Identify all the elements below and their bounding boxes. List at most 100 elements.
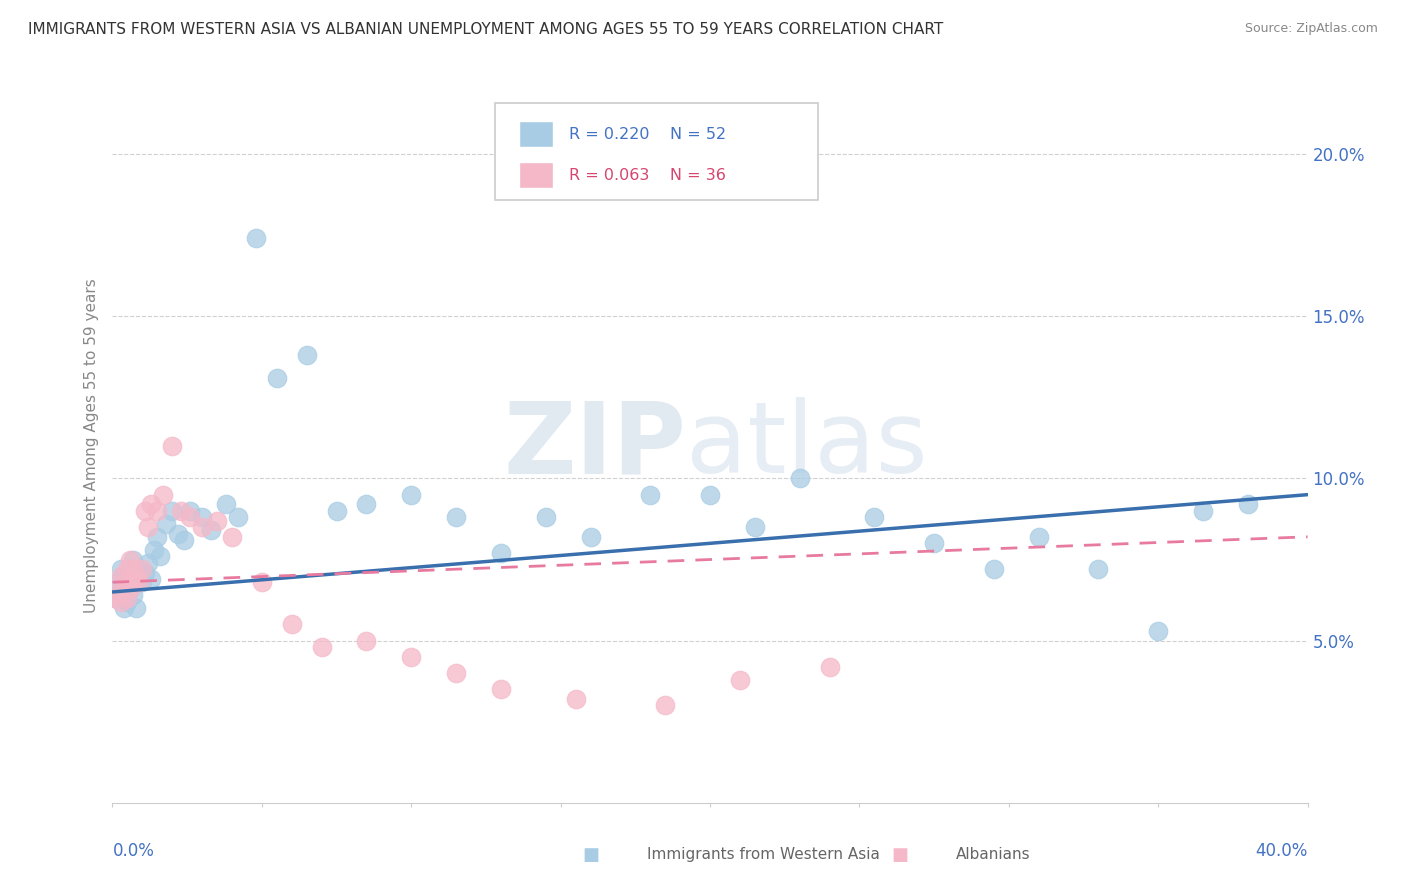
Point xyxy=(564,692,586,706)
Point xyxy=(356,633,378,648)
Point xyxy=(789,471,811,485)
Point xyxy=(114,568,135,582)
Point xyxy=(107,575,129,590)
Point xyxy=(131,575,153,590)
Point xyxy=(162,439,183,453)
Point xyxy=(141,497,163,511)
Point xyxy=(128,568,150,582)
Point xyxy=(191,520,214,534)
Point xyxy=(266,371,288,385)
Point xyxy=(654,698,676,713)
Point xyxy=(155,516,177,531)
Point xyxy=(356,497,378,511)
Point xyxy=(122,552,145,566)
Point xyxy=(281,617,304,632)
Text: 40.0%: 40.0% xyxy=(1256,842,1308,860)
Point xyxy=(1028,530,1050,544)
Point xyxy=(489,546,512,560)
Point xyxy=(983,562,1005,576)
Point xyxy=(200,524,222,538)
Point xyxy=(117,591,139,606)
FancyBboxPatch shape xyxy=(519,120,554,147)
Point xyxy=(117,575,139,590)
Point xyxy=(401,649,423,664)
Point xyxy=(152,488,174,502)
Point xyxy=(146,530,169,544)
Point xyxy=(215,497,238,511)
Point xyxy=(149,549,172,564)
Point xyxy=(170,504,193,518)
Point xyxy=(120,552,142,566)
Point xyxy=(311,640,333,654)
Text: ZIP: ZIP xyxy=(503,398,686,494)
Point xyxy=(138,556,160,570)
Point xyxy=(1237,497,1260,511)
Point xyxy=(125,601,148,615)
Point xyxy=(131,562,153,576)
Point xyxy=(534,510,557,524)
Point xyxy=(122,588,145,602)
Point xyxy=(125,568,148,582)
Point xyxy=(401,488,423,502)
Point xyxy=(128,575,150,590)
Point xyxy=(110,562,132,576)
Y-axis label: Unemployment Among Ages 55 to 59 years: Unemployment Among Ages 55 to 59 years xyxy=(83,278,98,614)
Text: Albanians: Albanians xyxy=(956,847,1031,862)
Point xyxy=(134,566,156,580)
FancyBboxPatch shape xyxy=(519,161,554,188)
Point xyxy=(138,520,160,534)
Point xyxy=(191,510,214,524)
Point xyxy=(863,510,886,524)
Point xyxy=(205,514,228,528)
Point xyxy=(221,530,243,544)
Point xyxy=(640,488,662,502)
Point xyxy=(699,488,721,502)
Point xyxy=(226,510,249,524)
Text: Immigrants from Western Asia: Immigrants from Western Asia xyxy=(647,847,880,862)
Text: 0.0%: 0.0% xyxy=(112,842,155,860)
Text: Source: ZipAtlas.com: Source: ZipAtlas.com xyxy=(1244,22,1378,36)
Point xyxy=(922,536,945,550)
Point xyxy=(167,526,190,541)
Point xyxy=(489,682,512,697)
Point xyxy=(141,572,163,586)
Point xyxy=(114,601,135,615)
Point xyxy=(117,595,139,609)
Text: R = 0.063    N = 36: R = 0.063 N = 36 xyxy=(569,169,725,183)
FancyBboxPatch shape xyxy=(495,103,818,200)
Text: R = 0.220    N = 52: R = 0.220 N = 52 xyxy=(569,128,725,142)
Point xyxy=(146,504,169,518)
Text: ■: ■ xyxy=(582,846,599,863)
Point xyxy=(325,504,347,518)
Point xyxy=(117,562,139,576)
Point xyxy=(579,530,602,544)
Point xyxy=(120,582,142,596)
Point xyxy=(250,575,273,590)
Point xyxy=(444,510,467,524)
Point xyxy=(110,568,132,582)
Point xyxy=(114,575,135,590)
Point xyxy=(122,575,145,590)
Point xyxy=(818,659,841,673)
Point xyxy=(444,666,467,681)
Point xyxy=(104,591,127,606)
Text: IMMIGRANTS FROM WESTERN ASIA VS ALBANIAN UNEMPLOYMENT AMONG AGES 55 TO 59 YEARS : IMMIGRANTS FROM WESTERN ASIA VS ALBANIAN… xyxy=(28,22,943,37)
Point xyxy=(744,520,766,534)
Point xyxy=(122,562,145,576)
Point xyxy=(245,231,267,245)
Text: ■: ■ xyxy=(891,846,908,863)
Point xyxy=(120,582,142,596)
Point xyxy=(110,595,132,609)
Point xyxy=(110,585,132,599)
Point xyxy=(107,585,129,599)
Point xyxy=(134,504,156,518)
Point xyxy=(728,673,751,687)
Point xyxy=(179,504,201,518)
Point xyxy=(1087,562,1109,576)
Point xyxy=(143,542,166,557)
Point xyxy=(1147,624,1170,638)
Text: atlas: atlas xyxy=(686,398,928,494)
Point xyxy=(295,348,318,362)
Point xyxy=(104,591,127,606)
Point xyxy=(1192,504,1215,518)
